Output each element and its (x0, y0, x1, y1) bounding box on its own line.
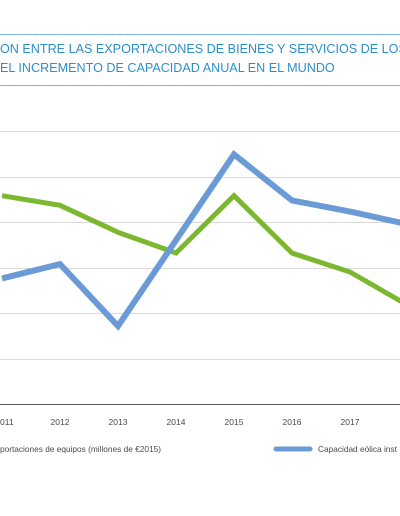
x-tick-label-2015: 2015 (225, 417, 244, 427)
legend-label-capacity: Capacidad eólica inst (318, 444, 398, 454)
chart-title-line-2: EL INCREMENTO DE CAPACIDAD ANUAL EN EL M… (0, 61, 335, 75)
x-axis-ticks: 0112012201320142015201620172 (0, 417, 360, 427)
x-tick-label-2013: 2013 (109, 417, 128, 427)
x-tick-label-2012: 2012 (51, 417, 70, 427)
legend: portaciones de equipos (millones de €201… (0, 444, 398, 454)
series-line-capacity (1, 150, 400, 331)
legend-label-exports: portaciones de equipos (millones de €201… (0, 444, 161, 454)
chart-title-line-1: ON ENTRE LAS EXPORTACIONES DE BIENES Y S… (0, 42, 400, 56)
x-tick-label-2017: 2017 (341, 417, 360, 427)
x-tick-label-2016: 2016 (283, 417, 302, 427)
series-lines (1, 150, 400, 331)
x-tick-label-2014: 2014 (167, 417, 186, 427)
grid-lines (0, 131, 400, 360)
series-line-exports (1, 192, 400, 304)
x-tick-label-2011: 011 (0, 417, 14, 427)
